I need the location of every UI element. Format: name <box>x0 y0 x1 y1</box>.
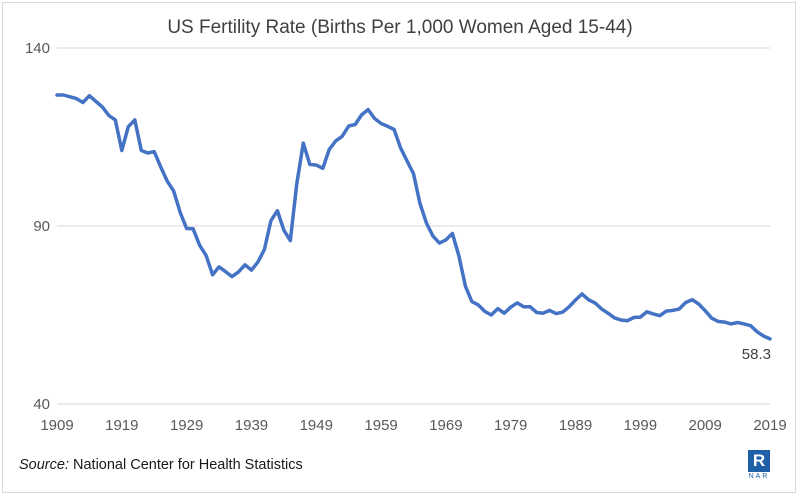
y-tick-label: 40 <box>33 396 50 413</box>
series-layer <box>55 93 772 341</box>
x-tick-label: 1909 <box>40 417 73 434</box>
x-tick-label: 1989 <box>559 417 592 434</box>
x-tick-label: 1969 <box>429 417 462 434</box>
source-note: Source: National Center for Health Stati… <box>19 457 303 473</box>
x-tick-label: 2009 <box>688 417 721 434</box>
x-tick-label: 1919 <box>105 417 138 434</box>
x-tick-label: 1939 <box>235 417 268 434</box>
x-tick-label: 1959 <box>364 417 397 434</box>
chart-title: US Fertility Rate (Births Per 1,000 Wome… <box>167 17 633 38</box>
x-tick-label: 1999 <box>624 417 657 434</box>
y-axis-ticks: 40 90 140 <box>25 40 50 413</box>
x-tick-label: 1949 <box>300 417 333 434</box>
nar-logo-text: NAR <box>748 473 770 480</box>
y-tick-label: 90 <box>33 218 50 235</box>
y-tick-label: 140 <box>25 40 50 57</box>
nar-logo-mark: R <box>748 450 770 472</box>
x-tick-label: 2019 <box>753 417 786 434</box>
nar-logo: R NAR <box>748 450 770 484</box>
x-tick-label: 1979 <box>494 417 527 434</box>
data-labels: 58.3 <box>742 346 771 363</box>
gridlines <box>57 47 770 405</box>
source-label: Source: <box>19 457 69 473</box>
x-axis-ticks: 1909 1919 1929 1939 1949 1959 1969 1979 1989 1999… <box>40 417 786 434</box>
x-tick-label: 1929 <box>170 417 203 434</box>
source-text: National Center for Health Statistics <box>68 457 303 473</box>
end-value-label: 58.3 <box>742 346 771 363</box>
series-line-0 <box>55 93 772 341</box>
